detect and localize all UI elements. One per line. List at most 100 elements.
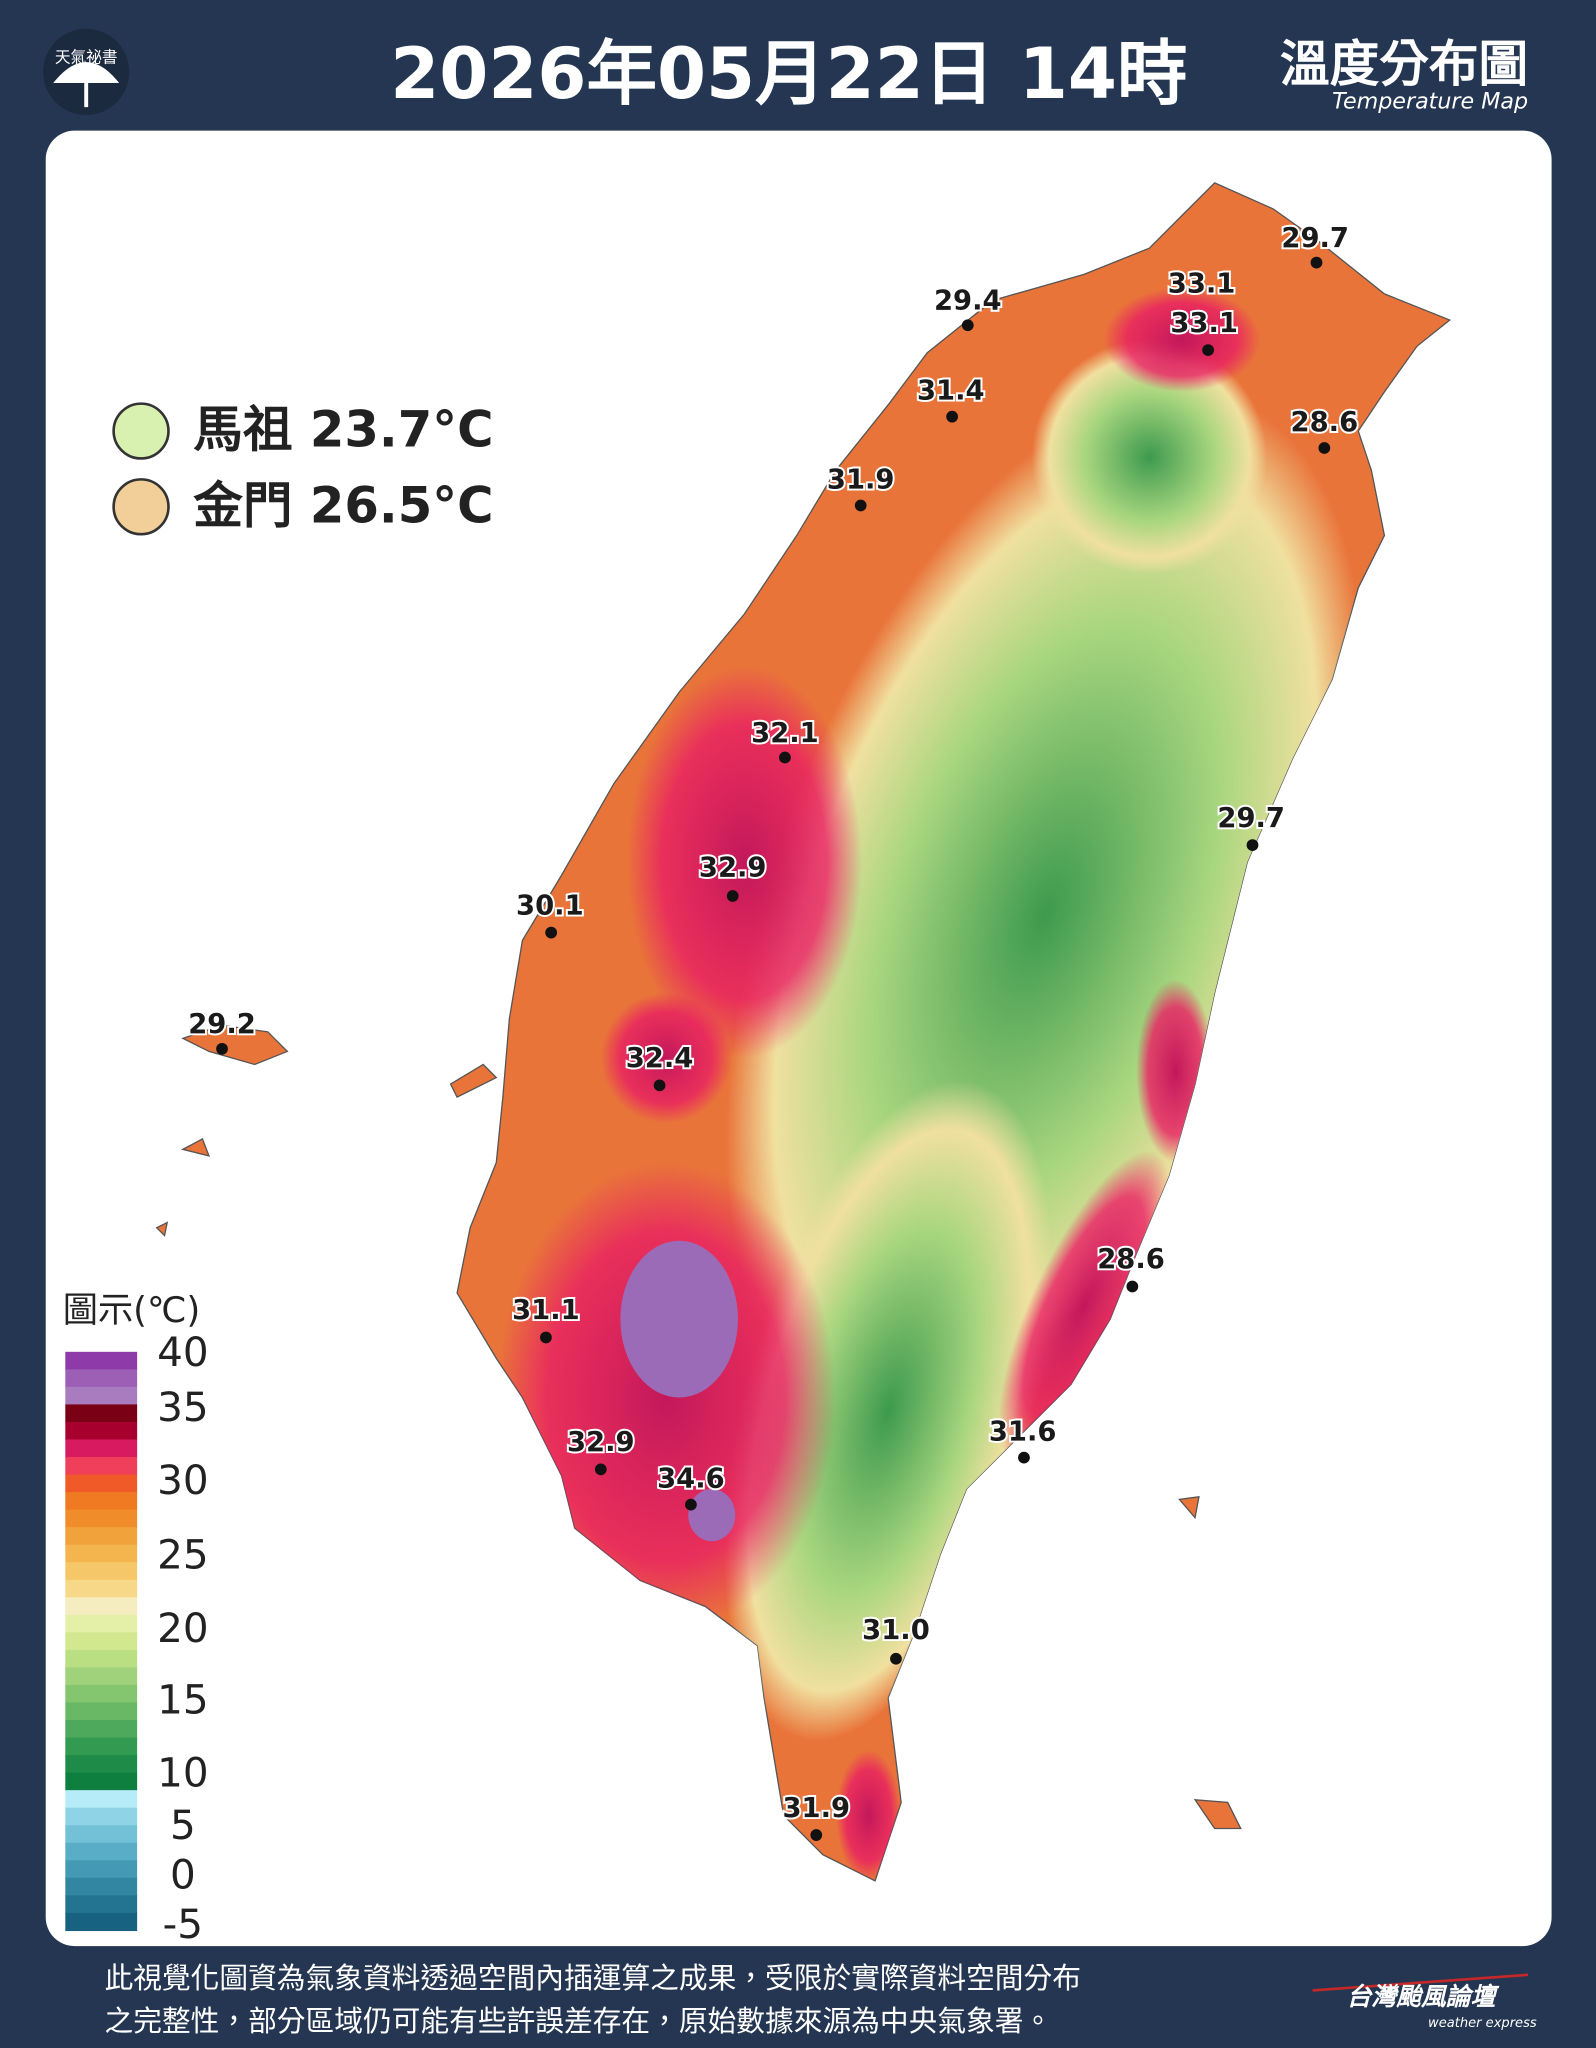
station-temp: 31.4 [917,376,985,407]
logo: 天氣祕書 [43,28,130,115]
station-dot [1126,1280,1139,1293]
station-temp: 31.9 [782,1793,850,1824]
brand-line [1312,1973,1529,1992]
station-temp: 31.1 [512,1295,580,1326]
station-dot [685,1498,697,1511]
legend-swatch [65,1702,138,1721]
station-temp: 32.4 [626,1043,694,1074]
legend-bar [65,1351,138,1932]
legend-swatch [65,1877,138,1896]
matsu-swatch [112,402,170,460]
legend-tick: 40 [157,1328,209,1376]
legend-swatch [65,1579,138,1598]
footer-line: 之完整性，部分區域仍可能有些許誤差存在，原始數據來源為中央氣象署。 [104,2004,1052,2038]
station-temp: 31.0 [862,1615,930,1646]
legend-tick: 0 [170,1851,196,1899]
title: 2026年05月22日 14時 [390,33,1187,115]
station-dot [1310,256,1323,269]
legend-swatch [65,1492,138,1511]
station-temp: 29.7 [1281,223,1349,254]
legend-swatch [65,1825,138,1844]
legend-swatch [65,1860,138,1879]
legend-swatch [65,1474,138,1493]
station-temp: 28.6 [1291,407,1359,438]
map-title: 溫度分布圖 [1280,35,1528,93]
station-dot [1246,839,1259,851]
legend-swatch [65,1351,138,1371]
station-temp: 29.2 [188,1009,256,1040]
legend-swatch [65,1404,138,1423]
station-temp: 29.7 [1217,803,1285,834]
brand: 台灣颱風論壇 [1347,1982,1500,2011]
station-dot [545,926,558,939]
legend-swatch [65,1597,138,1616]
station-dot [216,1042,228,1055]
station-temp: 29.4 [934,286,1002,317]
legend-swatch [65,1421,138,1441]
legend-swatch [65,1457,138,1476]
station-dot [1202,344,1214,356]
legend-swatch [65,1509,138,1528]
legend-swatch [65,1439,138,1458]
kinmen-swatch [112,478,170,536]
legend-swatch [65,1544,138,1563]
legend-swatch [65,1790,138,1809]
legend-swatch [65,1649,138,1669]
legend-tick: 20 [157,1604,209,1652]
station-temp: 33.1 [1170,308,1238,339]
station-dot [890,1652,902,1665]
station-temp: 32.9 [567,1427,635,1458]
station-dot [946,410,958,423]
station-temp: 31.6 [989,1417,1057,1448]
legend-swatch [65,1562,138,1581]
legend-swatch [65,1614,138,1633]
station-dot [1018,1451,1030,1464]
legend-swatch [65,1369,138,1388]
legend-swatch [65,1720,138,1739]
legend-tick: 25 [157,1531,209,1579]
stations: 29.7 29.4 33.1 33.1 31.4 28.6 31.9 32.1 29.7 32.9… [186,221,1360,1841]
logo-text: 天氣祕書 [55,48,118,67]
legend-swatch [65,1755,138,1774]
station-dot [854,499,867,512]
legend-tick: 10 [157,1749,209,1797]
station-temp: 33.1 [1168,269,1236,300]
legend-swatch [65,1807,138,1826]
brand-sub: weather express [1428,2016,1537,2031]
legend-swatch [65,1895,138,1914]
legend-tick: 5 [170,1801,196,1849]
island-label: 馬祖 23.7°C [193,401,493,459]
legend-tick: 30 [157,1456,209,1504]
station-temp: 28.6 [1097,1244,1165,1275]
station-dot [810,1829,823,1841]
legend-swatch [65,1684,138,1704]
station-dot [779,751,791,764]
legend-swatch [65,1527,138,1546]
legend-title: 圖示(℃) [63,1290,201,1331]
station-temp: 34.6 [657,1464,725,1495]
station-dot [594,1463,607,1476]
station-dot [961,319,974,332]
legend-swatch [65,1912,138,1932]
legend-swatch [65,1842,138,1861]
legend-swatch [65,1632,138,1651]
island-label: 金門 26.5°C [193,476,493,534]
station-dot [1318,442,1331,454]
station-dot [540,1331,552,1344]
legend-swatch [65,1737,138,1756]
legend-tick: -5 [163,1900,203,1948]
station-dot [726,890,739,902]
station-temp: 32.9 [699,852,767,883]
legend-swatch [65,1386,138,1406]
footer-line: 此視覺化圖資為氣象資料透過空間內插運算之成果，受限於實際資料空間分布 [104,1961,1080,1995]
map-subtitle: Temperature Map [1332,88,1528,114]
station-temp: 30.1 [516,890,584,921]
legend-tick: 15 [157,1676,209,1724]
legend-swatch [65,1667,138,1686]
station-dot [653,1079,666,1092]
station-temp: 31.9 [827,465,895,496]
